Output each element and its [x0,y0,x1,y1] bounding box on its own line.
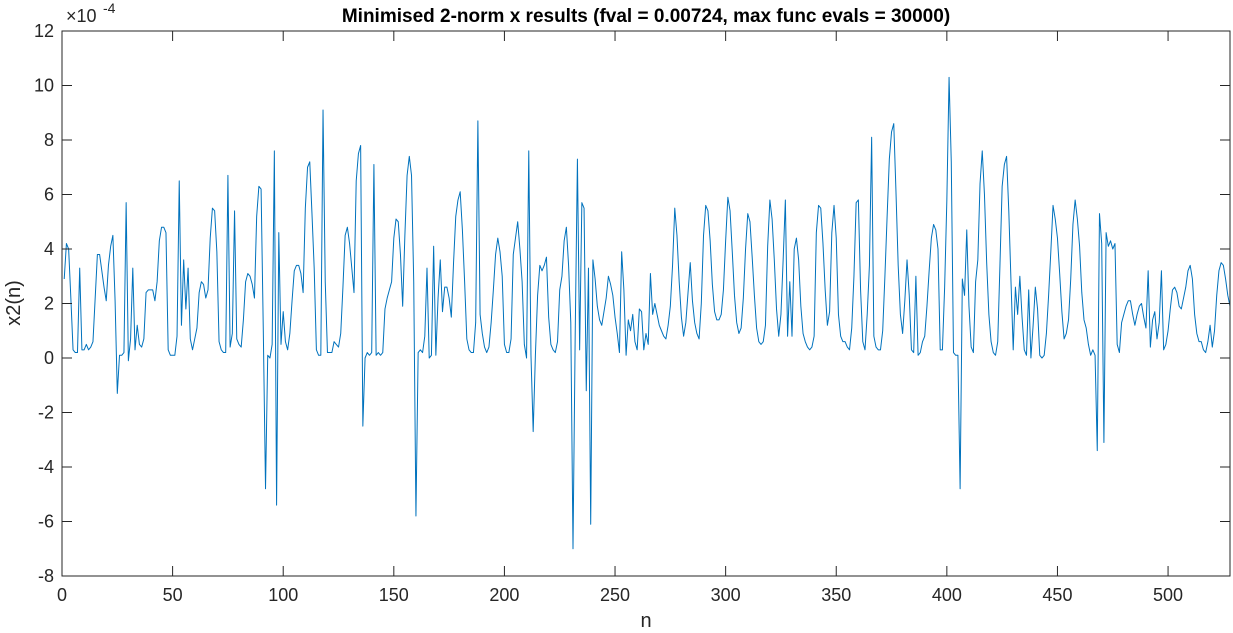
x-tick-label: 400 [932,585,962,605]
x-tick-label: 250 [600,585,630,605]
y-tick-label: 0 [44,348,54,368]
chart-title: Minimised 2-norm x results (fval = 0.007… [342,6,950,27]
plot-area [62,31,1230,576]
y-axis-label: x2(n) [3,280,25,326]
y-tick-label: -8 [38,566,54,586]
series-layer [63,76,1231,550]
x-tick-label: 500 [1153,585,1183,605]
y-tick-label: -4 [38,457,54,477]
x-tick-label: 0 [57,585,67,605]
x-tick-label: 50 [163,585,183,605]
y-tick-label: 2 [44,294,54,314]
y-tick-label: 12 [34,21,54,41]
y-tick-label: 4 [44,239,54,259]
y-axis-ticks: -8 -6 -4 -2 0 2 4 6 8 10 12 [34,21,1230,586]
y-exponent-base: ×10 [66,6,97,26]
y-tick-label: 10 [34,76,54,96]
y-tick-label: 6 [44,185,54,205]
x-axis-ticks: 0 50 100 150 200 250 300 350 400 450 500 [57,31,1183,605]
x-tick-label: 300 [711,585,741,605]
x-tick-label: 200 [489,585,519,605]
y-exponent-power: -4 [103,0,116,16]
y-tick-label: -2 [38,403,54,423]
x-tick-label: 450 [1042,585,1072,605]
x-axis-label: n [640,610,651,632]
y-tick-label: -6 [38,512,54,532]
y-tick-label: 8 [44,130,54,150]
x-tick-label: 150 [379,585,409,605]
x-tick-label: 100 [268,585,298,605]
series-line-0 [63,76,1231,550]
x-tick-label: 350 [821,585,851,605]
